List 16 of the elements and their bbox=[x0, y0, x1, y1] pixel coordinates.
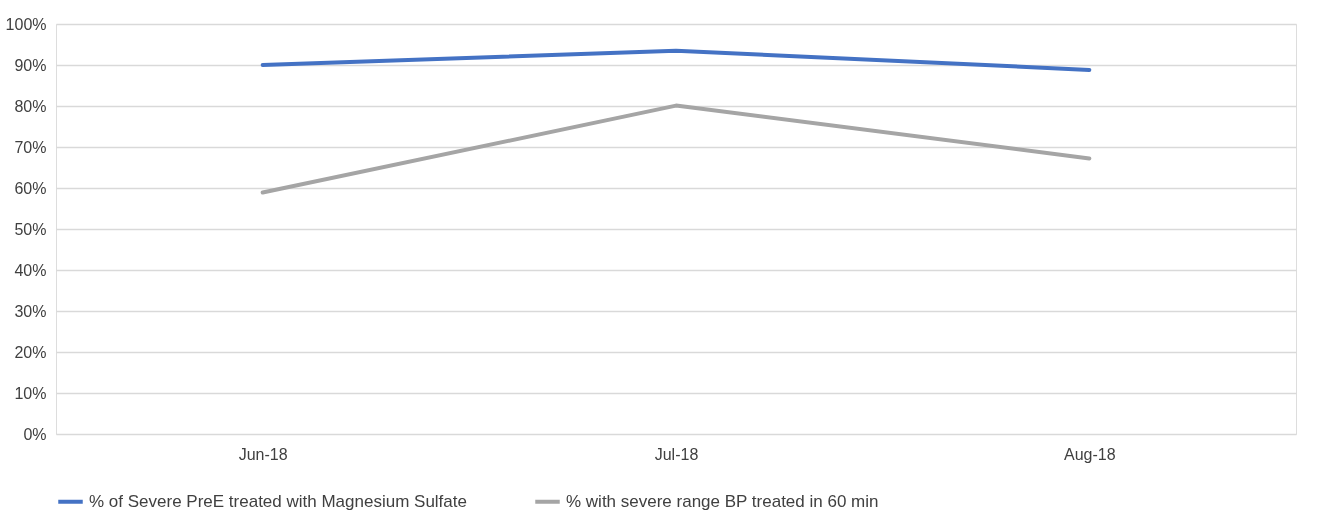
x-tick-label: Aug-18 bbox=[1064, 445, 1116, 463]
y-tick-label: 60% bbox=[14, 179, 47, 197]
y-tick-label: 0% bbox=[23, 425, 47, 443]
x-tick-label: Jul-18 bbox=[654, 445, 699, 463]
y-tick-label: 90% bbox=[14, 56, 47, 74]
y-tick-label: 100% bbox=[5, 15, 47, 33]
y-tick-label: 50% bbox=[14, 220, 47, 238]
y-tick-label: 30% bbox=[14, 302, 47, 320]
y-tick-label: 20% bbox=[14, 343, 47, 361]
legend-label: % with severe range BP treated in 60 min bbox=[566, 491, 879, 511]
x-tick-label: Jun-18 bbox=[238, 445, 288, 463]
y-tick-label: 70% bbox=[14, 138, 47, 156]
legend-label: % of Severe PreE treated with Magnesium Sulfate bbox=[89, 491, 467, 511]
y-tick-label: 40% bbox=[14, 261, 47, 279]
y-tick-label: 10% bbox=[14, 384, 47, 402]
y-tick-label: 80% bbox=[14, 97, 47, 115]
